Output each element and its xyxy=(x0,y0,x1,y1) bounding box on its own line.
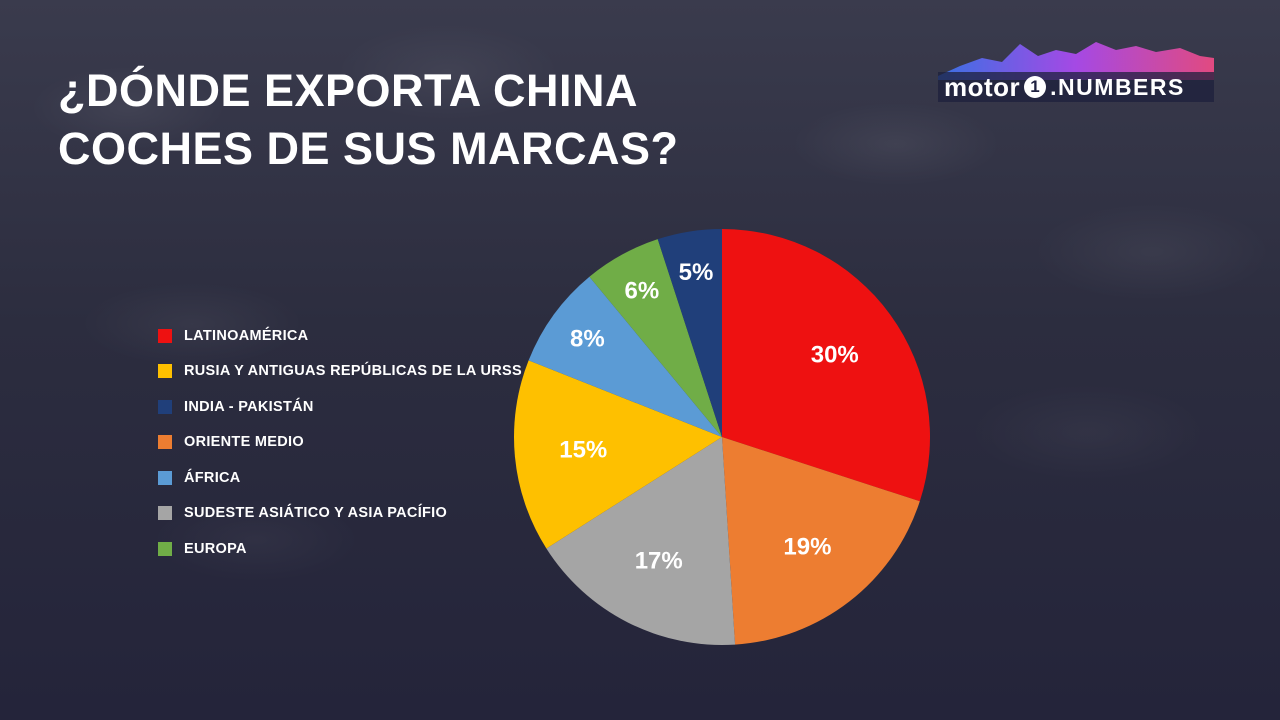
legend-item: EUROPA xyxy=(158,531,522,567)
logo-motor-text: motor xyxy=(944,71,1021,102)
legend-swatch xyxy=(158,364,172,379)
legend-swatch xyxy=(158,541,172,556)
legend-item: RUSIA Y ANTIGUAS REPÚBLICAS DE LA URSS xyxy=(158,354,522,390)
legend-label: ORIENTE MEDIO xyxy=(184,434,304,451)
chart-legend: LATINOAMÉRICA RUSIA Y ANTIGUAS REPÚBLICAS… xyxy=(158,318,522,567)
page-title: ¿DÓNDE EXPORTA CHINA COCHES DE SUS MARCA… xyxy=(58,62,679,178)
legend-label: EUROPA xyxy=(184,540,247,557)
legend-label: LATINOAMÉRICA xyxy=(184,327,309,344)
pie-slice xyxy=(722,437,920,645)
legend-item: INDIA - PAKISTÁN xyxy=(158,389,522,425)
mountain-graph-icon xyxy=(938,42,1214,80)
legend-item: SUDESTE ASIÁTICO Y ASIA PACÍFIO xyxy=(158,496,522,532)
logo-numbers-text: .NUMBERS xyxy=(1050,73,1185,100)
pie-slice xyxy=(722,229,931,502)
pie-data-label: 8% xyxy=(570,326,605,353)
motor1-numbers-logo: motor 1 .NUMBERS xyxy=(930,36,1218,112)
legend-swatch xyxy=(158,399,172,414)
pie-slice xyxy=(657,229,722,437)
pie-data-label: 19% xyxy=(783,534,831,561)
legend-label: SUDESTE ASIÁTICO Y ASIA PACÍFIO xyxy=(184,505,448,522)
pie-slice xyxy=(528,276,722,437)
legend-label: RUSIA Y ANTIGUAS REPÚBLICAS DE LA URSS xyxy=(184,363,522,380)
pie-data-label: 6% xyxy=(624,278,659,305)
logo-wordmark: motor 1 .NUMBERS xyxy=(938,72,1214,102)
logo-one-badge: 1 xyxy=(1024,76,1047,98)
legend-swatch xyxy=(158,435,172,450)
legend-swatch xyxy=(158,328,172,343)
pie-slice xyxy=(514,360,722,549)
pie-data-label: 17% xyxy=(635,548,683,575)
pie-data-label: 30% xyxy=(811,342,859,369)
legend-swatch xyxy=(158,506,172,521)
legend-item: LATINOAMÉRICA xyxy=(158,318,522,354)
pie-data-label: 5% xyxy=(679,259,714,286)
title-line-1: ¿DÓNDE EXPORTA CHINA xyxy=(58,65,639,116)
legend-swatch xyxy=(158,470,172,485)
pie-slice xyxy=(546,437,736,645)
legend-label: ÁFRICA xyxy=(184,469,241,486)
title-line-2: COCHES DE SUS MARCAS? xyxy=(58,123,679,174)
legend-item: ÁFRICA xyxy=(158,460,522,496)
legend-item: ORIENTE MEDIO xyxy=(158,425,522,461)
legend-label: INDIA - PAKISTÁN xyxy=(184,398,314,415)
pie-data-label: 15% xyxy=(559,437,607,464)
pie-slice xyxy=(589,239,722,437)
